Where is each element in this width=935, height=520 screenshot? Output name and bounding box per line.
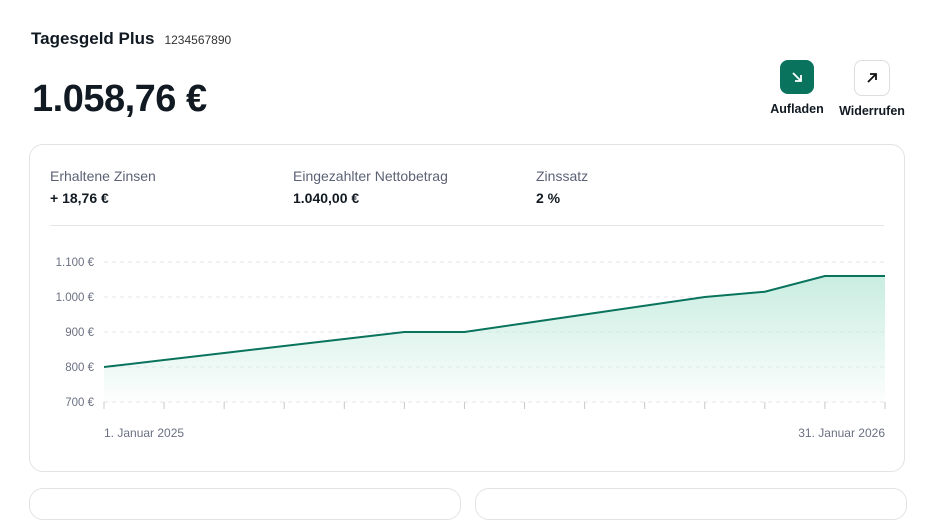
stat-value: + 18,76 € — [50, 190, 109, 206]
arrow-up-right-icon — [854, 60, 890, 96]
stat-interest: Erhaltene Zinsen + 18,76 € — [50, 168, 156, 206]
stat-label: Eingezahlter Nettobetrag — [293, 168, 448, 184]
balance-chart: 700 € 800 € 900 € 1.000 € 1.100 € 1. Januar 2… — [56, 257, 886, 440]
sub-card-right — [475, 488, 907, 520]
aufladen-label: Aufladen — [770, 102, 824, 116]
area-fill — [104, 276, 885, 402]
account-title: Tagesgeld Plus 1234567890 — [31, 29, 231, 49]
account-number: 1234567890 — [164, 33, 232, 47]
stat-value: 2 % — [536, 190, 561, 206]
stat-net-deposit: Eingezahlter Nettobetrag 1.040,00 € — [293, 168, 448, 206]
y-tick-label: 1.000 € — [56, 292, 95, 304]
widerrufen-label: Widerrufen — [839, 104, 905, 118]
stat-label: Zinssatz — [536, 168, 589, 184]
account-name: Tagesgeld Plus — [31, 29, 155, 48]
stat-label: Erhaltene Zinsen — [50, 168, 156, 184]
y-tick-label: 800 € — [65, 362, 94, 374]
y-tick-label: 1.100 € — [56, 257, 95, 269]
balance: 1.058,76 € — [32, 78, 207, 120]
y-tick-label: 700 € — [65, 397, 94, 409]
chart-card: Erhaltene Zinsen + 18,76 € Eingezahlter N… — [29, 144, 905, 472]
series-line — [103, 275, 885, 368]
divider — [50, 225, 884, 226]
stat-rate: Zinssatz 2 % — [536, 168, 588, 206]
y-tick-label: 900 € — [65, 327, 94, 339]
x-tick-label: 31. Januar 2026 — [798, 426, 885, 440]
stat-value: 1.040,00 € — [293, 190, 360, 206]
arrow-down-right-icon — [780, 60, 814, 94]
x-tick-label: 1. Januar 2025 — [104, 426, 184, 440]
sub-card-left — [29, 488, 461, 520]
aufladen-button[interactable]: Aufladen — [757, 60, 837, 116]
widerrufen-button[interactable]: Widerrufen — [832, 60, 912, 118]
